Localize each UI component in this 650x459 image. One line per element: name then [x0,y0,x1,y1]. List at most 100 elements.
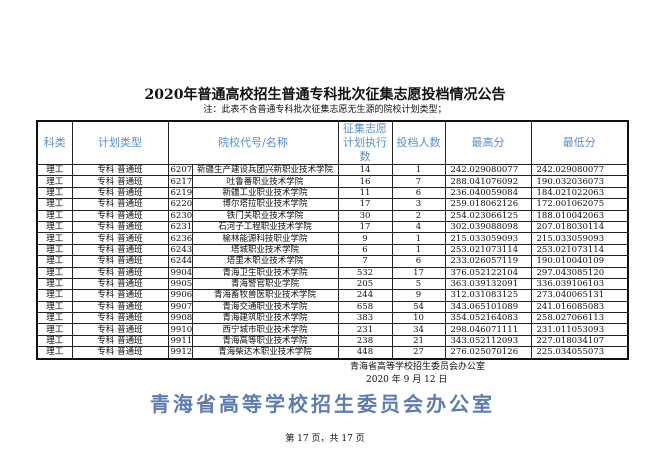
cell-min-score: 188.010042063 [530,209,629,222]
cell-school-code: 9905 [167,277,193,291]
cell-admitted: 3 [391,198,446,211]
header-school: 院校代号/名称 [167,120,339,165]
cell-min-score: 190.032036073 [530,175,629,188]
cell-plan-type: 专科 普通班 [71,220,169,234]
cell-max-score: 343.065101089 [444,300,532,314]
header-plan-count: 征集志愿计划执行数 [337,120,393,165]
cell-plan-type: 专科 普通班 [71,198,169,211]
cell-max-score: 343.052112093 [444,334,532,348]
cell-admitted: 10 [391,312,446,325]
table-row: 理工 专科 普通班 6230 铁门关职业技术学院 30 2 254.023066125 188… [36,209,629,222]
cell-plan-type: 专科 普通班 [71,232,169,245]
table-row: 理工 专科 普通班 9910 西宁城市职业技术学院 231 34 298.046071111… [36,323,629,336]
cell-plan-type: 专科 普通班 [71,289,169,302]
cell-school-name: 榆林能源科技职业学院 [191,232,339,245]
admission-table: 科类 计划类型 院校代号/名称 征集志愿计划执行数 投档人数 最高分 最低分 理… [36,120,629,360]
cell-school-name: 新疆生产建设兵团兴新职业技术学院 [191,163,339,177]
cell-min-score: 207.018030114 [530,220,629,234]
table-row: 理工 专科 普通班 6236 榆林能源科技职业学院 9 1 215.033059093 215… [36,232,629,245]
cell-min-score: 242.029080077 [530,163,629,177]
cell-category: 理工 [36,198,73,211]
cell-school-name: 青海卫生职业技术学院 [191,266,339,279]
cell-plan-count: 532 [337,266,393,279]
table-row: 理工 专科 普通班 9912 青海柴达木职业技术学院 448 27 276.02507012… [36,346,629,360]
cell-plan-count: 17 [337,198,393,211]
cell-plan-type: 专科 普通班 [71,334,169,348]
cell-plan-type: 专科 普通班 [71,346,169,360]
cell-category: 理工 [36,289,73,302]
cell-min-score: 215.033059093 [530,232,629,245]
table-row: 理工 专科 普通班 9911 青海高等职业技术学院 238 21 343.052112093… [36,334,629,348]
cell-plan-type: 专科 普通班 [71,323,169,336]
cell-school-code: 9904 [167,266,193,279]
table-row: 理工 专科 普通班 6220 博尔塔拉职业技术学院 17 3 259.018062126 17… [36,198,629,211]
cell-school-name: 吐鲁番职业技术学院 [191,175,339,188]
cell-min-score: 190.010040109 [530,255,629,268]
footer-date: 2020 年 9 月 12 日 [366,375,448,385]
table-row: 理工 专科 普通班 9908 青海建筑职业技术学院 383 10 354.052164083… [36,312,629,325]
cell-max-score: 354.052164083 [444,312,532,325]
table-row: 理工 专科 普通班 6244 塔里木职业技术学院 7 6 233.026057119 190.… [36,255,629,268]
cell-admitted: 2 [391,209,446,222]
cell-school-code: 6231 [167,220,193,234]
cell-school-name: 石河子工程职业技术学院 [191,220,339,234]
cell-school-code: 6220 [167,198,193,211]
header-plan-type: 计划类型 [71,120,169,165]
cell-plan-count: 30 [337,209,393,222]
cell-plan-type: 专科 普通班 [71,312,169,325]
cell-school-name: 塔里木职业技术学院 [191,255,339,268]
cell-admitted: 6 [391,255,446,268]
cell-category: 理工 [36,163,73,177]
page-number: 第 17 页，共 17 页 [285,434,365,444]
cell-max-score: 288.041076092 [444,175,532,188]
cell-school-name: 西宁城市职业技术学院 [191,323,339,336]
cell-max-score: 242.029080077 [444,163,532,177]
cell-category: 理工 [36,209,73,222]
page-title: 2020年普通高校招生普通专科批次征集志愿投档情况公告 [144,87,506,103]
cell-school-name: 青海高等职业技术学院 [191,334,339,348]
cell-plan-count: 448 [337,346,393,360]
cell-max-score: 312.031083125 [444,289,532,302]
cell-school-name: 青海警官职业学院 [191,277,339,291]
header-category: 科类 [36,120,73,165]
cell-plan-count: 6 [337,243,393,257]
cell-plan-type: 专科 普通班 [71,243,169,257]
table-row: 理工 专科 普通班 9906 青海畜牧兽医职业技术学院 244 9 312.03108312… [36,289,629,302]
cell-school-code: 6217 [167,175,193,188]
cell-min-score: 227.018034107 [530,334,629,348]
cell-plan-count: 205 [337,277,393,291]
cell-category: 理工 [36,277,73,291]
cell-school-code: 9911 [167,334,193,348]
cell-max-score: 254.023066125 [444,209,532,222]
cell-school-name: 青海柴达木职业技术学院 [191,346,339,360]
cell-plan-type: 专科 普通班 [71,175,169,188]
table-row: 理工 专科 普通班 6243 塔城职业技术学院 6 1 253.021073114 253.0… [36,243,629,257]
cell-plan-type: 专科 普通班 [71,300,169,314]
cell-school-code: 6243 [167,243,193,257]
cell-category: 理工 [36,312,73,325]
cell-max-score: 253.021073114 [444,243,532,257]
table-row: 理工 专科 普通班 6231 石河子工程职业技术学院 17 4 302.039088098 2… [36,220,629,234]
cell-plan-count: 383 [337,312,393,325]
cell-plan-type: 专科 普通班 [71,163,169,177]
cell-plan-count: 14 [337,163,393,177]
cell-min-score: 336.039106103 [530,277,629,291]
note: 注：此表不含普通专科批次征集志愿无生源的院校计划类型； [203,105,447,115]
cell-school-code: 9907 [167,300,193,314]
cell-max-score: 236.040059084 [444,186,532,200]
cell-category: 理工 [36,323,73,336]
cell-plan-type: 专科 普通班 [71,209,169,222]
header-min: 最低分 [530,120,629,165]
cell-max-score: 233.026057119 [444,255,532,268]
table-row: 理工 专科 普通班 6207 新疆生产建设兵团兴新职业技术学院 14 1 242.02908… [36,163,629,177]
cell-admitted: 1 [391,163,446,177]
cell-school-name: 塔城职业技术学院 [191,243,339,257]
cell-school-code: 9910 [167,323,193,336]
cell-admitted: 5 [391,277,446,291]
table-header: 科类 计划类型 院校代号/名称 征集志愿计划执行数 投档人数 最高分 最低分 [36,120,629,165]
cell-school-name: 铁门关职业技术学院 [191,209,339,222]
cell-min-score: 225.034055073 [530,346,629,360]
cell-plan-count: 11 [337,186,393,200]
cell-category: 理工 [36,243,73,257]
